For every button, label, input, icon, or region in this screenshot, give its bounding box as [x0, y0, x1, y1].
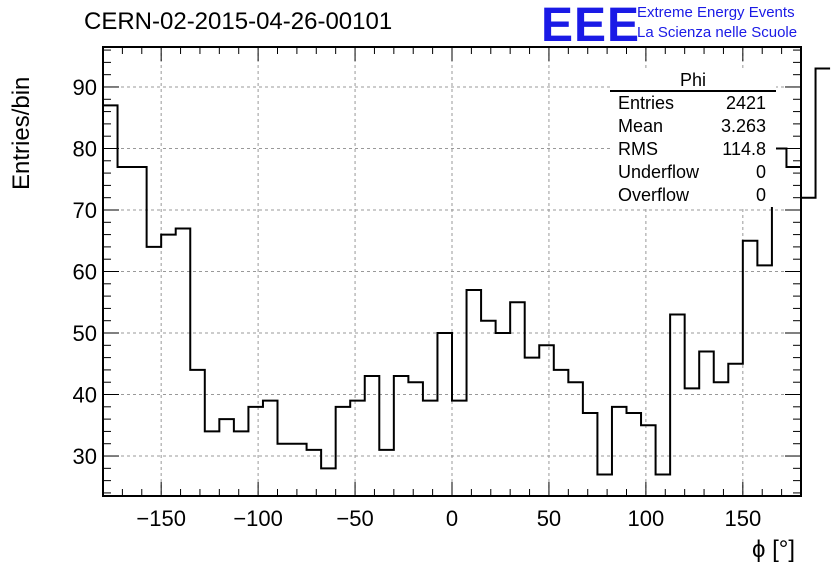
x-tick-label: −100 [233, 506, 283, 531]
y-tick-label: 50 [73, 321, 97, 346]
y-tick-label: 80 [73, 136, 97, 161]
stats-value: 114.8 [722, 139, 766, 159]
stats-title: Phi [610, 70, 776, 92]
histogram-step-line [103, 67, 831, 476]
y-axis-label: Entries/bin [8, 76, 35, 190]
stats-label: Entries [618, 93, 675, 113]
stats-row: Overflow 0 [610, 184, 776, 207]
logo-caption-line1: Extreme Energy Events [637, 4, 795, 21]
x-tick-label: −50 [336, 506, 373, 531]
eee-logo: EEE [541, 0, 641, 52]
stats-row: Entries 2421 [610, 92, 776, 115]
stats-label: Overflow [618, 185, 690, 205]
stats-row: RMS 114.8 [610, 138, 776, 161]
x-tick-label: −150 [136, 506, 186, 531]
stats-row: Underflow 0 [610, 161, 776, 184]
stats-value: 2421 [725, 93, 766, 113]
y-tick-label: 70 [73, 198, 97, 223]
stats-row: Mean 3.263 [610, 115, 776, 138]
plot-frame [102, 46, 802, 497]
stats-value: 0 [755, 162, 766, 182]
stats-label: RMS [618, 139, 658, 159]
logo-caption: Extreme Energy Events La Scienza nelle S… [637, 3, 797, 43]
x-tick-labels: −150 −100 −50 0 50 100 150 [136, 506, 761, 531]
logo-caption-line2: La Scienza nelle Scuole [637, 24, 798, 41]
chart-title: CERN-02-2015-04-26-00101 [84, 8, 393, 35]
y-tick-labels: 30 40 50 60 70 80 90 [73, 75, 97, 469]
x-tick-label: 0 [446, 506, 458, 531]
stats-value: 3.263 [720, 116, 766, 136]
x-axis-label: ϕ [°] [752, 536, 796, 563]
y-tick-label: 60 [73, 260, 97, 285]
stats-box: Phi Entries 2421 Mean 3.263 RMS 114.8 Un… [610, 70, 776, 207]
stats-label: Mean [618, 116, 664, 136]
x-tick-label: 50 [537, 506, 561, 531]
stats-label: Underflow [618, 162, 700, 182]
x-tick-label: 150 [724, 506, 761, 531]
y-tick-label: 30 [73, 444, 97, 469]
y-tick-label: 40 [73, 383, 97, 408]
x-tick-label: 100 [628, 506, 665, 531]
y-tick-label: 90 [73, 75, 97, 100]
stats-value: 0 [755, 185, 766, 205]
